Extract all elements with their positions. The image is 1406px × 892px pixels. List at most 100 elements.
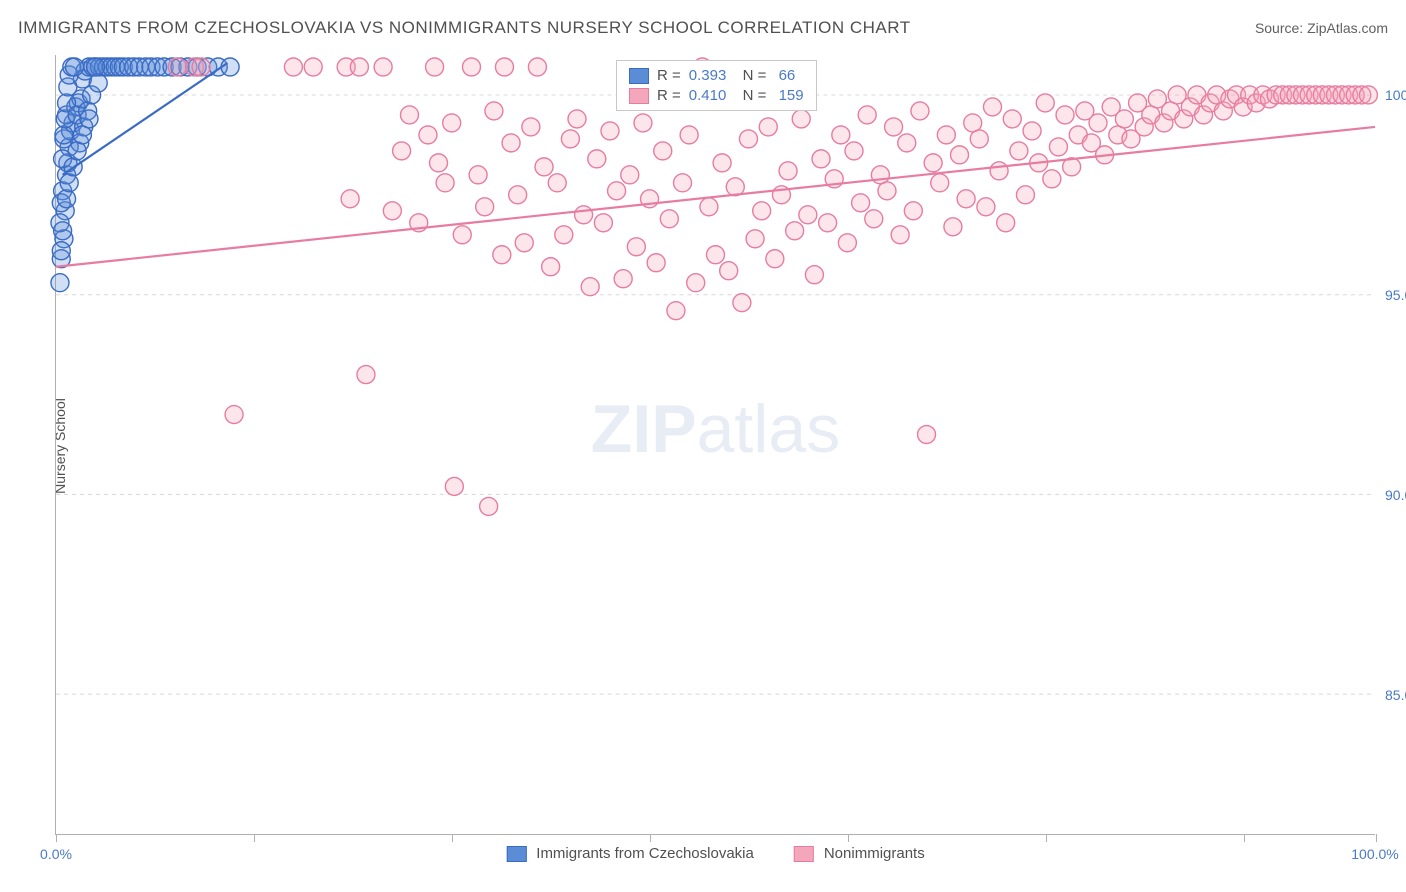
- data-point: [990, 162, 1008, 180]
- data-point: [54, 222, 72, 240]
- legend-label: Nonimmigrants: [824, 845, 925, 862]
- chart-title: IMMIGRANTS FROM CZECHOSLOVAKIA VS NONIMM…: [18, 18, 911, 38]
- data-point: [1023, 122, 1041, 140]
- data-point: [753, 202, 771, 220]
- data-point: [462, 58, 480, 76]
- legend-r-value: 0.393: [689, 67, 727, 84]
- data-point: [73, 126, 91, 144]
- data-point: [1043, 170, 1061, 188]
- source-label: Source: ZipAtlas.com: [1255, 20, 1388, 36]
- data-point: [832, 126, 850, 144]
- data-point: [964, 114, 982, 132]
- data-point: [453, 226, 471, 244]
- legend-n-value: 66: [774, 67, 795, 84]
- x-tick: [1046, 834, 1047, 842]
- data-point: [621, 166, 639, 184]
- data-point: [393, 142, 411, 160]
- data-point: [1010, 142, 1028, 160]
- data-point: [918, 426, 936, 444]
- data-point: [957, 190, 975, 208]
- x-tick: [1376, 834, 1377, 842]
- data-point: [588, 150, 606, 168]
- data-point: [733, 294, 751, 312]
- correlation-legend: R = 0.393 N = 66 R = 0.410 N = 159: [616, 60, 817, 111]
- data-point: [80, 110, 98, 128]
- y-tick-label: 85.0%: [1385, 687, 1406, 703]
- data-point: [1089, 114, 1107, 132]
- data-point: [838, 234, 856, 252]
- plot-area: ZIPatlas R = 0.393 N = 66R = 0.410 N = 1…: [55, 55, 1375, 835]
- data-point: [700, 198, 718, 216]
- data-point: [627, 238, 645, 256]
- legend-item-nonimmigrants: Nonimmigrants: [794, 845, 925, 862]
- x-tick: [650, 834, 651, 842]
- x-tick: [254, 834, 255, 842]
- data-point: [759, 118, 777, 136]
- legend-n-value: 159: [774, 87, 803, 104]
- data-point: [68, 142, 86, 160]
- x-tick: [1244, 834, 1245, 842]
- legend-n-label: N =: [734, 87, 766, 104]
- x-max-label: 100.0%: [1351, 846, 1398, 862]
- data-point: [858, 106, 876, 124]
- legend-r-value: 0.410: [689, 87, 727, 104]
- data-point: [647, 254, 665, 272]
- data-point: [680, 126, 698, 144]
- data-point: [713, 154, 731, 172]
- legend-stat-row: R = 0.393 N = 66: [629, 67, 804, 84]
- data-point: [419, 126, 437, 144]
- data-point: [674, 174, 692, 192]
- title-bar: IMMIGRANTS FROM CZECHOSLOVAKIA VS NONIMM…: [18, 18, 1388, 38]
- data-point: [374, 58, 392, 76]
- data-point: [436, 174, 454, 192]
- data-point: [515, 234, 533, 252]
- data-point: [885, 118, 903, 136]
- data-point: [865, 210, 883, 228]
- data-point: [1003, 110, 1021, 128]
- data-point: [480, 497, 498, 515]
- data-point: [502, 134, 520, 152]
- data-point: [58, 190, 76, 208]
- data-point: [997, 214, 1015, 232]
- x-tick: [848, 834, 849, 842]
- data-point: [944, 218, 962, 236]
- data-point: [1359, 86, 1377, 104]
- data-point: [1036, 94, 1054, 112]
- data-point: [931, 174, 949, 192]
- data-point: [443, 114, 461, 132]
- data-point: [845, 142, 863, 160]
- data-point: [805, 266, 823, 284]
- data-point: [65, 58, 83, 76]
- data-point: [878, 182, 896, 200]
- data-point: [575, 206, 593, 224]
- data-point: [192, 58, 210, 76]
- x-tick: [452, 834, 453, 842]
- data-point: [614, 270, 632, 288]
- legend-stat-row: R = 0.410 N = 159: [629, 87, 804, 104]
- data-point: [977, 198, 995, 216]
- data-point: [493, 246, 511, 264]
- y-tick-label: 90.0%: [1385, 487, 1406, 503]
- data-point: [430, 154, 448, 172]
- data-point: [568, 110, 586, 128]
- data-point: [426, 58, 444, 76]
- data-point: [509, 186, 527, 204]
- data-point: [660, 210, 678, 228]
- data-point: [667, 302, 685, 320]
- data-point: [495, 58, 513, 76]
- data-point: [739, 130, 757, 148]
- data-point: [1049, 138, 1067, 156]
- legend-label: Immigrants from Czechoslovakia: [536, 845, 754, 862]
- data-point: [720, 262, 738, 280]
- data-point: [476, 198, 494, 216]
- data-point: [1016, 186, 1034, 204]
- data-point: [970, 130, 988, 148]
- x-min-label: 0.0%: [40, 846, 72, 862]
- data-point: [608, 182, 626, 200]
- data-point: [891, 226, 909, 244]
- data-point: [535, 158, 553, 176]
- series-legend: Immigrants from Czechoslovakia Nonimmigr…: [506, 845, 924, 862]
- data-point: [383, 202, 401, 220]
- data-point: [924, 154, 942, 172]
- data-point: [221, 58, 239, 76]
